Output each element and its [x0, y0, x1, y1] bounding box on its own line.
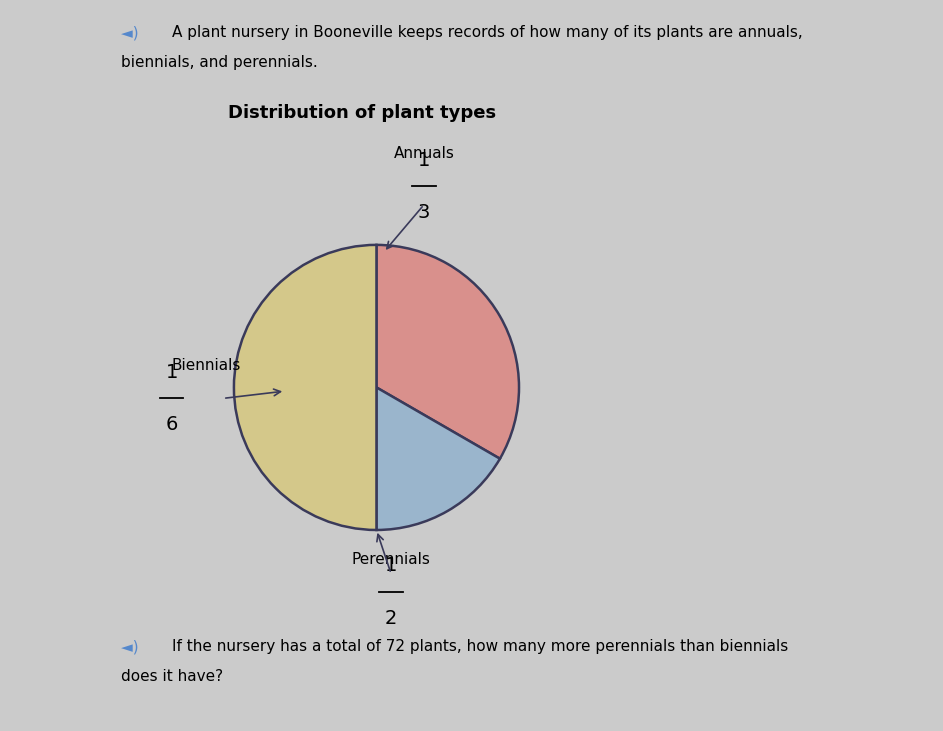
Text: ◄): ◄) — [121, 26, 156, 40]
Wedge shape — [234, 245, 376, 530]
Text: 6: 6 — [166, 415, 178, 434]
Text: Annuals: Annuals — [393, 146, 455, 161]
Text: Perennials: Perennials — [352, 552, 431, 567]
Text: Distribution of plant types: Distribution of plant types — [228, 105, 496, 122]
Text: A plant nursery in Booneville keeps records of how many of its plants are annual: A plant nursery in Booneville keeps reco… — [172, 26, 802, 40]
Text: Biennials: Biennials — [172, 358, 241, 373]
Wedge shape — [376, 387, 500, 530]
Text: 1: 1 — [418, 151, 430, 170]
Text: If the nursery has a total of 72 plants, how many more perennials than biennials: If the nursery has a total of 72 plants,… — [172, 640, 788, 654]
Text: does it have?: does it have? — [121, 669, 223, 683]
Text: 3: 3 — [418, 203, 430, 222]
Text: ◄): ◄) — [121, 640, 148, 654]
Text: 1: 1 — [385, 556, 397, 575]
Wedge shape — [376, 245, 519, 458]
Text: 1: 1 — [166, 363, 178, 382]
Text: biennials, and perennials.: biennials, and perennials. — [121, 55, 318, 69]
Text: 2: 2 — [385, 609, 397, 628]
